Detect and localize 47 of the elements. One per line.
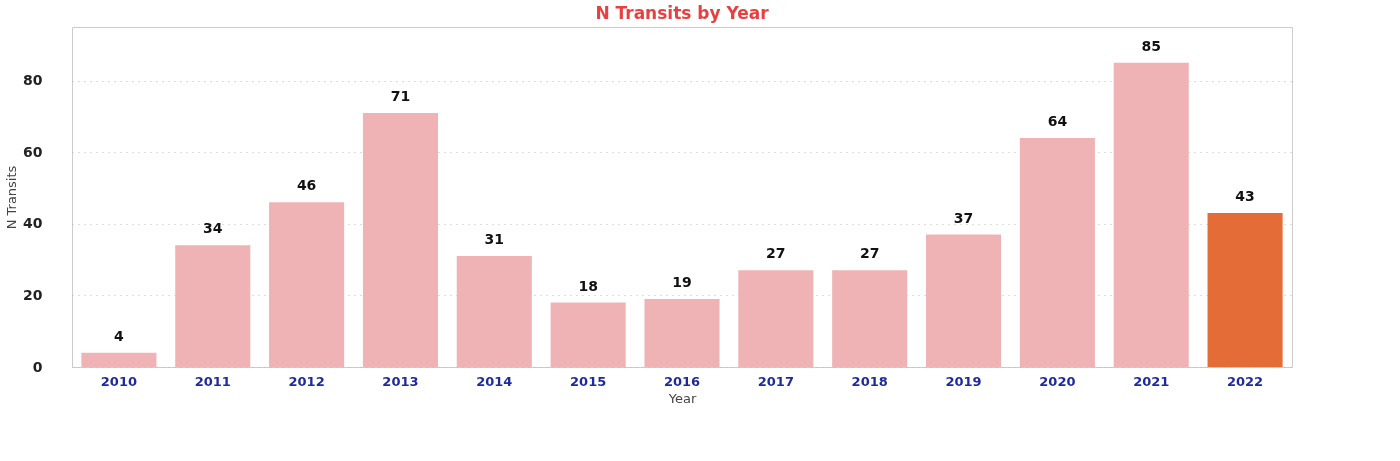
bar [832,270,908,367]
y-tick-label: 20 [23,286,43,303]
data-label: 46 [296,177,317,194]
bar [926,234,1002,367]
y-tick-label: 40 [23,215,43,232]
data-label: 85 [1141,37,1161,54]
x-tick-label: 2019 [945,373,982,389]
data-label: 31 [484,231,505,248]
y-tick-label: 60 [23,143,43,160]
bar [550,302,626,367]
x-tick-label: 2010 [100,373,138,389]
y-axis-title: N Transits [4,165,20,230]
y-tick-label: 0 [32,358,43,375]
data-label: 37 [953,209,974,226]
data-label: 18 [578,277,598,294]
bar [738,270,814,367]
data-label: 19 [672,274,692,290]
data-label: 27 [766,245,786,262]
bar [1207,213,1283,367]
x-axis-title: Year [667,390,697,406]
bar [1019,137,1095,367]
x-tick-label: 2012 [288,373,325,389]
bar [456,256,532,367]
x-tick-label: 2011 [194,373,231,389]
x-tick-label: 2020 [1039,373,1076,389]
x-tick-label: 2022 [1226,373,1264,389]
bar [644,299,720,367]
bar [269,202,345,367]
x-tick-label: 2016 [663,373,701,389]
chart-title: N Transits by Year [595,3,770,23]
data-label: 64 [1047,112,1068,129]
x-tick-label: 2018 [851,373,888,389]
bar [81,352,157,367]
y-tick-label: 80 [23,72,43,89]
data-label: 71 [390,87,411,104]
data-label: 34 [203,220,223,237]
x-tick-label: 2021 [1133,373,1170,389]
x-tick-label: 2013 [382,373,419,389]
data-label: 43 [1235,188,1255,205]
data-label: 4 [114,327,125,344]
bar [362,112,438,367]
x-tick-label: 2015 [570,373,607,389]
x-tick-label: 2017 [757,373,794,389]
bar [175,245,251,367]
bar [1113,62,1189,367]
data-label: 27 [859,245,880,262]
x-tick-label: 2014 [476,373,513,389]
